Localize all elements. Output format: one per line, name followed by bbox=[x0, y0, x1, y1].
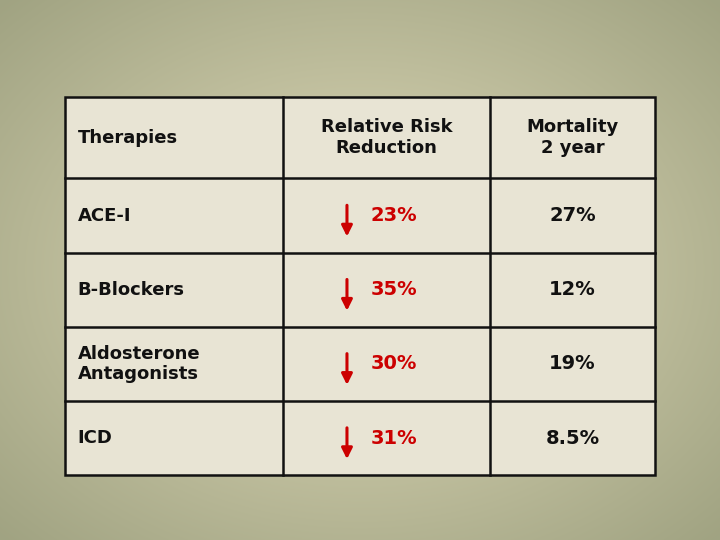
Text: 23%: 23% bbox=[371, 206, 417, 225]
Text: ACE-I: ACE-I bbox=[78, 207, 131, 225]
Text: 35%: 35% bbox=[371, 280, 417, 299]
Bar bbox=[490, 178, 655, 253]
Bar bbox=[65, 178, 283, 253]
Text: 19%: 19% bbox=[549, 354, 596, 374]
Bar bbox=[490, 327, 655, 401]
Text: 12%: 12% bbox=[549, 280, 596, 299]
Text: 27%: 27% bbox=[549, 206, 596, 225]
Text: Aldosterone
Antagonists: Aldosterone Antagonists bbox=[78, 345, 200, 383]
Text: 31%: 31% bbox=[371, 429, 417, 448]
Text: Mortality
2 year: Mortality 2 year bbox=[526, 118, 618, 157]
Text: Therapies: Therapies bbox=[78, 129, 178, 147]
Bar bbox=[283, 327, 490, 401]
Bar bbox=[283, 253, 490, 327]
Text: 8.5%: 8.5% bbox=[546, 429, 600, 448]
Text: ICD: ICD bbox=[78, 429, 112, 447]
Bar bbox=[65, 253, 283, 327]
Bar bbox=[283, 97, 490, 178]
Text: Relative Risk
Reduction: Relative Risk Reduction bbox=[320, 118, 452, 157]
Text: 30%: 30% bbox=[371, 354, 417, 374]
Bar bbox=[65, 97, 655, 475]
Text: B-Blockers: B-Blockers bbox=[78, 281, 185, 299]
Bar bbox=[490, 97, 655, 178]
Bar bbox=[65, 97, 283, 178]
Bar bbox=[490, 401, 655, 475]
Bar bbox=[65, 327, 283, 401]
Bar bbox=[490, 253, 655, 327]
Bar bbox=[65, 401, 283, 475]
Bar bbox=[283, 178, 490, 253]
Bar bbox=[283, 401, 490, 475]
